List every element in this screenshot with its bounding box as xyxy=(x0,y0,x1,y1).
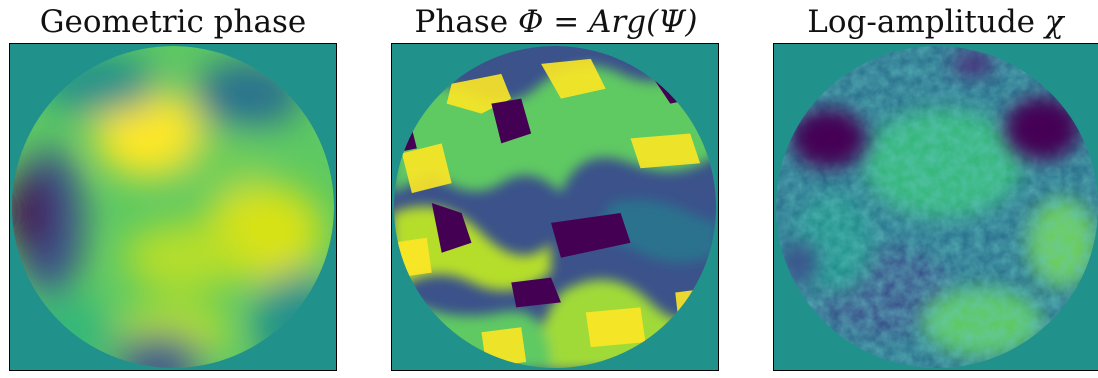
panel-title-math: χ xyxy=(1044,4,1064,40)
geometric-phase-image xyxy=(10,44,336,370)
geometric-phase-map xyxy=(9,43,337,371)
panel-title-text: Phase xyxy=(414,4,518,40)
panel-title-text: Log-amplitude xyxy=(807,4,1045,40)
log-amplitude-image xyxy=(774,44,1098,370)
wrapped-phase-image xyxy=(392,44,718,370)
panel-title-text: Geometric phase xyxy=(39,4,307,40)
panel-title-geometric-phase: Geometric phase xyxy=(9,2,337,42)
log-amplitude-map xyxy=(773,43,1098,371)
wrapped-phase-map xyxy=(391,43,719,371)
panel-title-math: Φ = Arg(Ψ) xyxy=(517,4,698,40)
panel-title-log-amplitude: Log-amplitude χ xyxy=(773,2,1098,42)
panel-title-phase: Phase Φ = Arg(Ψ) xyxy=(391,2,721,42)
